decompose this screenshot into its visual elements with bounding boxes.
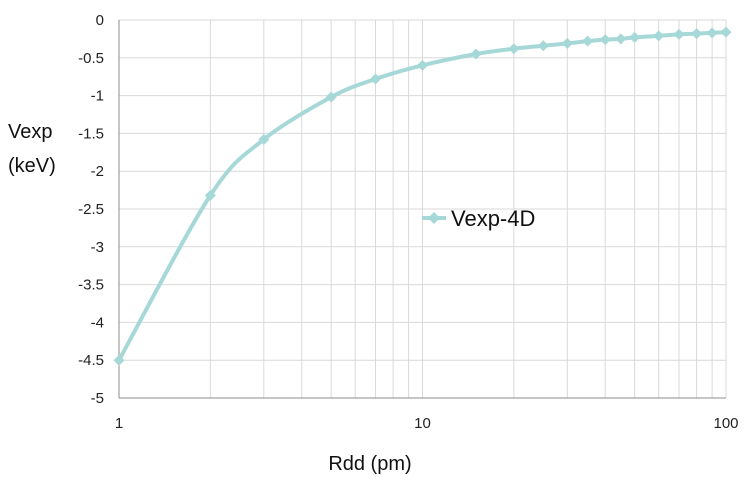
x-axis-title: Rdd (pm): [328, 453, 411, 475]
y-axis-title-line-2: (keV): [8, 155, 56, 177]
y-tick-label: -1: [91, 88, 104, 105]
data-point: [653, 30, 665, 42]
data-point: [615, 33, 627, 45]
x-tick-label: 10: [414, 415, 431, 432]
legend: Vexp-4D: [422, 206, 535, 231]
data-point: [369, 73, 381, 85]
x-tick-label: 100: [713, 415, 738, 432]
y-tick-label: -3.5: [78, 277, 104, 294]
y-tick-label: -4.5: [78, 352, 104, 369]
data-point: [113, 354, 125, 366]
labels-layer: 0 -0.5 -1 -1.5 -2 -2.5 -3 -3.5 -4 -4.5 -5 1 10 100: [78, 12, 738, 432]
data-point: [508, 43, 520, 55]
x-tick-label: 1: [115, 415, 123, 432]
data-point: [691, 28, 703, 40]
data-point: [629, 31, 641, 43]
data-point: [561, 37, 573, 49]
y-tick-label: -2: [91, 163, 104, 180]
data-point: [258, 133, 270, 145]
data-point: [537, 40, 549, 52]
y-tick-label: -2.5: [78, 201, 104, 218]
y-tick-label: -5: [91, 390, 104, 407]
grid-layer: [118, 19, 727, 399]
data-point: [325, 91, 337, 103]
data-point: [706, 27, 718, 39]
y-axis-title-line-1: Vexp: [8, 121, 52, 143]
data-point: [673, 28, 685, 40]
data-point: [417, 59, 428, 71]
y-tick-label: -1.5: [78, 125, 104, 142]
data-point: [204, 189, 216, 201]
y-tick-label: 0: [96, 12, 104, 29]
data-point: [582, 35, 594, 47]
data-point: [720, 26, 732, 38]
series-layer: [113, 26, 732, 366]
legend-marker-icon: [428, 212, 440, 224]
data-point: [470, 48, 482, 60]
y-tick-label: -4: [91, 314, 104, 331]
legend-label: Vexp-4D: [451, 206, 535, 231]
data-point: [599, 34, 611, 46]
axes-layer: [118, 20, 726, 399]
y-tick-label: -3: [91, 239, 104, 256]
y-tick-label: -0.5: [78, 50, 104, 67]
